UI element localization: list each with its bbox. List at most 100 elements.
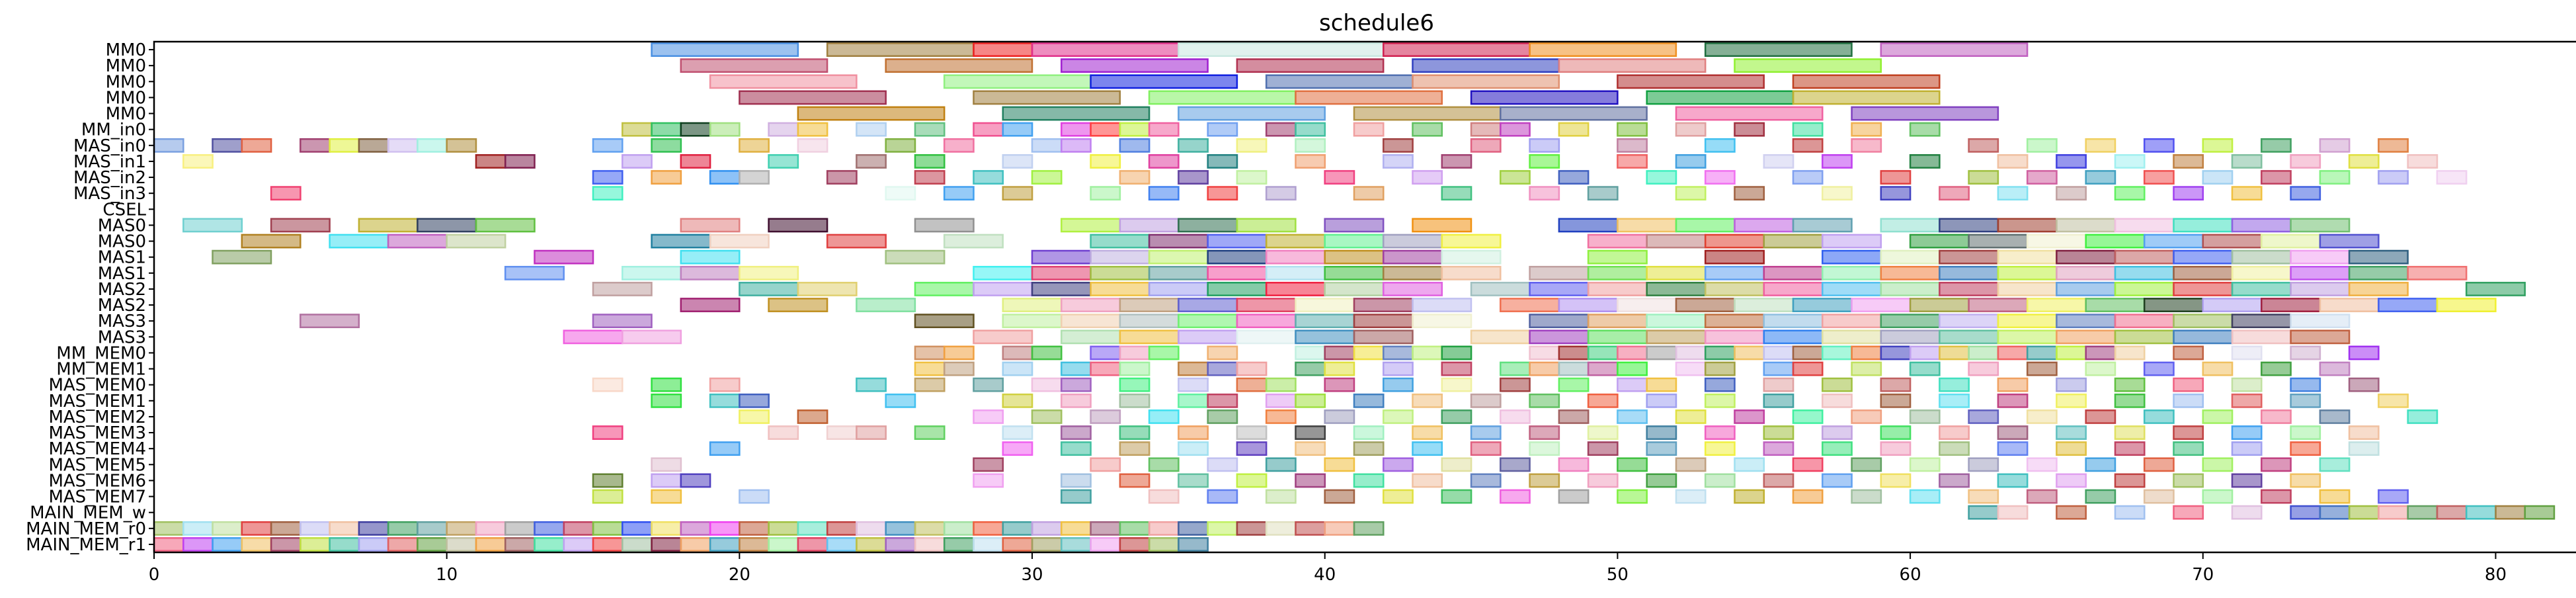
task-bar	[1851, 409, 1882, 424]
task-bar	[2173, 441, 2204, 456]
task-bar	[1851, 345, 1882, 361]
task-bar	[1646, 345, 1677, 361]
task-bar	[1295, 90, 1443, 105]
y-tick-label: MAS_in3	[73, 184, 146, 204]
task-bar	[1675, 186, 1707, 201]
task-bar	[1236, 314, 1297, 329]
task-bar	[1119, 473, 1150, 488]
task-bar	[1441, 457, 1472, 472]
task-bar	[2348, 425, 2380, 440]
task-bar	[1558, 345, 1590, 361]
task-bar	[1265, 265, 1326, 280]
task-bar	[1470, 441, 1502, 456]
task-bar	[1646, 377, 1677, 392]
task-bar	[1587, 329, 1648, 345]
task-bar	[2202, 361, 2234, 376]
task-bar	[534, 521, 565, 536]
task-bar	[1353, 186, 1385, 201]
task-bar	[592, 138, 624, 153]
task-bar	[1090, 361, 1121, 376]
task-bar	[1441, 249, 1502, 265]
task-bar	[1119, 329, 1180, 345]
task-bar	[1617, 218, 1677, 233]
task-bar	[212, 138, 243, 153]
task-bar	[1822, 473, 1853, 488]
task-bar	[914, 154, 946, 169]
y-tick-label: MM_MEM0	[56, 343, 146, 363]
task-bar	[1968, 234, 2029, 249]
task-bar	[1939, 314, 1999, 329]
task-bar	[1646, 265, 1707, 280]
task-bar	[1997, 265, 2058, 280]
task-bar	[1324, 249, 1385, 265]
task-bar	[2026, 457, 2058, 472]
task-bar	[1265, 393, 1297, 408]
task-bar	[1587, 314, 1648, 329]
task-bar	[1968, 298, 2029, 312]
task-bar	[1090, 457, 1121, 472]
task-bar	[1939, 473, 1970, 488]
task-bar	[2114, 314, 2175, 329]
task-bar	[329, 234, 389, 249]
task-bar	[1324, 234, 1385, 249]
task-bar	[1939, 345, 1970, 361]
task-bar	[1763, 314, 1824, 329]
task-bar	[1178, 441, 1209, 456]
task-bar	[1207, 409, 1238, 424]
task-bar	[1997, 249, 2058, 265]
task-bar	[856, 377, 887, 392]
task-bar	[1412, 122, 1443, 137]
task-bar	[709, 377, 741, 392]
task-bar	[2114, 473, 2146, 488]
task-bar	[739, 138, 770, 153]
task-bar	[1675, 106, 1824, 121]
task-bar	[1997, 314, 2058, 329]
task-bar	[387, 537, 419, 552]
task-bar	[914, 537, 946, 552]
task-bar	[1792, 90, 1941, 105]
task-bar	[914, 345, 946, 361]
task-bar	[1002, 345, 1033, 361]
task-bar	[1792, 298, 1853, 312]
task-bar	[2056, 473, 2087, 488]
task-bar	[1295, 329, 1355, 345]
task-bar	[1324, 377, 1355, 392]
task-bar	[1763, 282, 1824, 296]
task-bar	[680, 154, 711, 169]
task-bar	[1031, 282, 1092, 296]
task-bar	[1119, 170, 1150, 185]
task-bar	[2378, 489, 2409, 504]
task-bar	[270, 186, 302, 201]
task-bar	[826, 425, 858, 440]
task-bar	[1704, 473, 1736, 488]
task-bar	[2290, 218, 2351, 233]
task-bar	[2231, 441, 2263, 456]
task-bar	[1997, 425, 2029, 440]
task-bar	[2378, 170, 2409, 185]
task-bar	[1236, 329, 1297, 345]
task-bar	[1090, 74, 1238, 89]
task-bar	[1587, 425, 1619, 440]
task-bar	[182, 218, 243, 233]
task-bar	[1909, 154, 1941, 169]
task-bar	[2056, 249, 2116, 265]
task-bar	[2319, 489, 2351, 504]
task-bar	[1851, 489, 1882, 504]
task-bar	[2319, 457, 2351, 472]
task-bar	[2231, 473, 2263, 488]
task-bar	[329, 138, 360, 153]
task-bar	[1061, 218, 1121, 233]
x-tick-label: 50	[1607, 565, 1629, 585]
task-bar	[1617, 377, 1648, 392]
task-bar	[1646, 329, 1707, 345]
task-bar	[1324, 282, 1385, 296]
task-bar	[592, 186, 624, 201]
task-bar	[1675, 457, 1707, 472]
task-bar	[1704, 138, 1736, 153]
task-bar	[1236, 473, 1268, 488]
task-bar	[1002, 425, 1033, 440]
task-bar	[1792, 489, 1824, 504]
task-bar	[2319, 361, 2351, 376]
task-bar	[943, 234, 1004, 249]
